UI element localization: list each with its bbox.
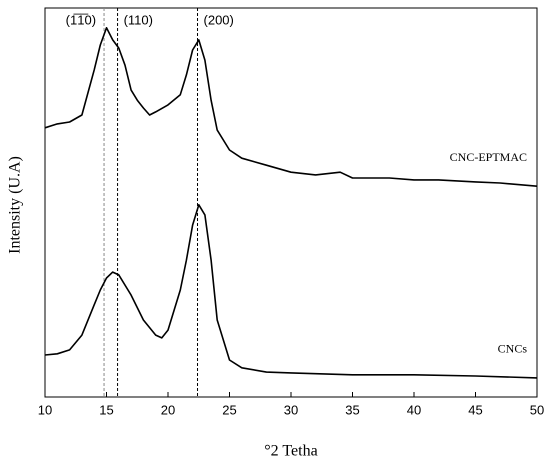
x-tick-label: 45 — [468, 402, 482, 417]
series-line — [44, 27, 538, 187]
peak-label: (110) — [124, 12, 153, 27]
x-tick-label: 20 — [161, 402, 175, 417]
x-tick-label: 35 — [345, 402, 359, 417]
x-tick-label: 10 — [38, 402, 52, 417]
plot-frame — [44, 7, 538, 398]
peak-label: (200) — [204, 12, 234, 27]
x-tick-label: 30 — [284, 402, 298, 417]
x-tick-label: 50 — [530, 402, 544, 417]
y-axis-label: Intensity (U.A) — [7, 156, 24, 254]
peak-label: (1̅1̅0) — [66, 12, 96, 27]
series-label: CNCs — [498, 342, 528, 356]
x-axis-label: °2 Tetha — [264, 443, 317, 460]
series-label: CNC-EPTMAC — [450, 150, 527, 164]
x-tick-label: 15 — [99, 402, 113, 417]
series-line — [44, 204, 538, 379]
x-tick-label: 40 — [407, 402, 421, 417]
x-tick-label: 25 — [222, 402, 236, 417]
